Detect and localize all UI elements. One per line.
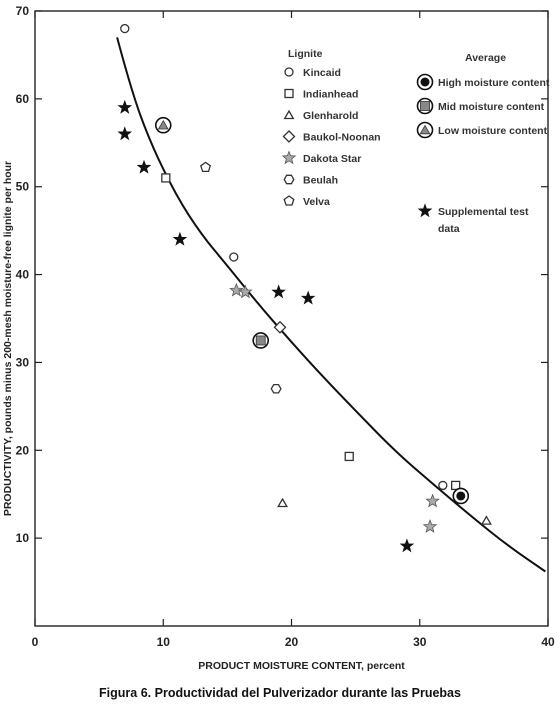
point-indianhead — [451, 480, 461, 491]
point-supplemental-test-data — [172, 231, 188, 246]
point-supplemental-test-data — [117, 99, 133, 114]
y-tick-label: 60 — [16, 92, 30, 106]
x-axis-title: PRODUCT MOISTURE CONTENT, percent — [198, 660, 405, 672]
legend-marker-mid-moisture-content — [416, 97, 434, 115]
legend-label-low-moisture-content: Low moisture content — [438, 125, 548, 137]
legend-label-beulah: Beulah — [303, 175, 338, 187]
point-kincaid — [120, 23, 130, 34]
legend-lignite-title: Lignite — [288, 48, 323, 60]
point-supplemental-test-data — [117, 126, 133, 141]
legend-average-title: Average — [465, 52, 506, 64]
legend-label-glenharold: Glenharold — [303, 110, 358, 122]
legend-marker-baukol-noonan — [282, 130, 296, 143]
legend-marker-glenharold — [283, 109, 295, 120]
legend-marker-mid-moisture-content-inner — [420, 101, 430, 111]
x-tick-label: 10 — [157, 635, 171, 649]
point-dakota-star — [422, 519, 438, 533]
legend-label-supplemental: Supplemental test — [438, 206, 529, 218]
legend-marker-dakota-star — [281, 150, 297, 165]
legend-label-mid-moisture-content: Mid moisture content — [438, 101, 545, 113]
legend-marker-kincaid — [284, 67, 294, 77]
point-mid-moisture-content-inner — [255, 335, 266, 346]
y-tick-label: 10 — [16, 531, 30, 545]
legend-marker-velva — [283, 195, 295, 206]
legend-label-dakota-star: Dakota Star — [303, 153, 361, 165]
point-supplemental-test-data — [136, 159, 152, 174]
legend-label-high-moisture-content: High moisture content — [438, 77, 550, 89]
x-tick-label: 0 — [32, 635, 39, 649]
legend-marker-low-moisture-content — [416, 121, 434, 139]
figure-caption: Figura 6. Productividad del Pulverizador… — [99, 686, 461, 700]
x-tick-label: 30 — [413, 635, 427, 649]
point-glenharold — [277, 497, 289, 508]
legend-label-indianhead: Indianhead — [303, 89, 358, 101]
point-kincaid — [438, 480, 448, 491]
point-kincaid — [229, 252, 239, 262]
legend-marker-high-moisture-content-inner — [420, 77, 430, 87]
legend-marker-beulah — [283, 174, 295, 185]
fit-curve — [116, 37, 546, 573]
y-tick-label: 40 — [16, 268, 30, 282]
point-indianhead — [344, 451, 354, 462]
point-dakota-star — [229, 282, 244, 297]
point-dakota-star — [425, 493, 440, 508]
y-tick-label: 50 — [16, 180, 30, 194]
point-high-moisture-content-inner — [456, 491, 466, 501]
point-glenharold — [480, 515, 492, 525]
productivity-chart: 0 10 20 30 40 10 20 30 40 50 60 70 PRODUCT MOISTURE … — [2, 4, 555, 672]
x-tick-label: 40 — [541, 635, 555, 649]
legend-label-baukol-noonan: Baukol-Noonan — [303, 132, 381, 144]
point-high-moisture-content — [452, 487, 470, 505]
legend-label-supplemental: data — [438, 223, 460, 235]
point-velva — [200, 161, 212, 173]
y-tick-label: 20 — [16, 443, 30, 457]
y-tick-label: 70 — [16, 4, 30, 18]
point-supplemental-test-data — [271, 284, 286, 299]
legend-label-kincaid: Kincaid — [303, 67, 341, 79]
legend-label-velva: Velva — [303, 196, 330, 208]
y-tick-label: 30 — [16, 355, 30, 369]
y-axis-title: PRODUCTIVITY, pounds minus 200-mesh mois… — [2, 161, 14, 516]
point-low-moisture-content-inner — [157, 119, 169, 130]
legend-marker-supplemental — [417, 203, 433, 218]
point-mid-moisture-content — [252, 332, 270, 349]
point-supplemental-test-data — [300, 290, 316, 305]
point-baukol-noonan — [273, 320, 287, 334]
legend-marker-indianhead — [284, 88, 294, 99]
point-supplemental-test-data — [399, 538, 415, 553]
point-indianhead — [161, 173, 171, 183]
point-beulah — [270, 383, 282, 394]
point-low-moisture-content — [154, 116, 172, 134]
legend-marker-high-moisture-content — [416, 73, 434, 91]
x-tick-label: 20 — [285, 635, 299, 649]
point-dakota-star — [238, 284, 253, 299]
legend-marker-low-moisture-content-inner — [419, 124, 431, 135]
